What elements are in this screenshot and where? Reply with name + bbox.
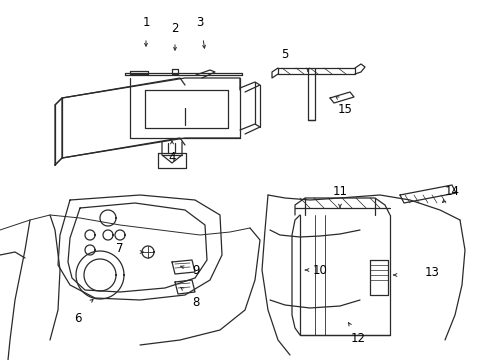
Text: 6: 6 bbox=[74, 311, 81, 324]
Text: 1: 1 bbox=[142, 15, 149, 28]
Text: 3: 3 bbox=[196, 15, 203, 28]
Text: 2: 2 bbox=[171, 22, 179, 35]
Text: 11: 11 bbox=[332, 185, 347, 198]
Text: 12: 12 bbox=[350, 332, 365, 345]
Text: 7: 7 bbox=[116, 242, 123, 255]
Text: 9: 9 bbox=[192, 264, 199, 276]
Text: 14: 14 bbox=[444, 185, 459, 198]
Text: 10: 10 bbox=[312, 264, 327, 276]
Text: 5: 5 bbox=[281, 49, 288, 62]
Text: 4: 4 bbox=[168, 152, 175, 165]
Text: 8: 8 bbox=[192, 296, 199, 309]
Text: 13: 13 bbox=[424, 265, 439, 279]
Text: 15: 15 bbox=[337, 104, 352, 117]
